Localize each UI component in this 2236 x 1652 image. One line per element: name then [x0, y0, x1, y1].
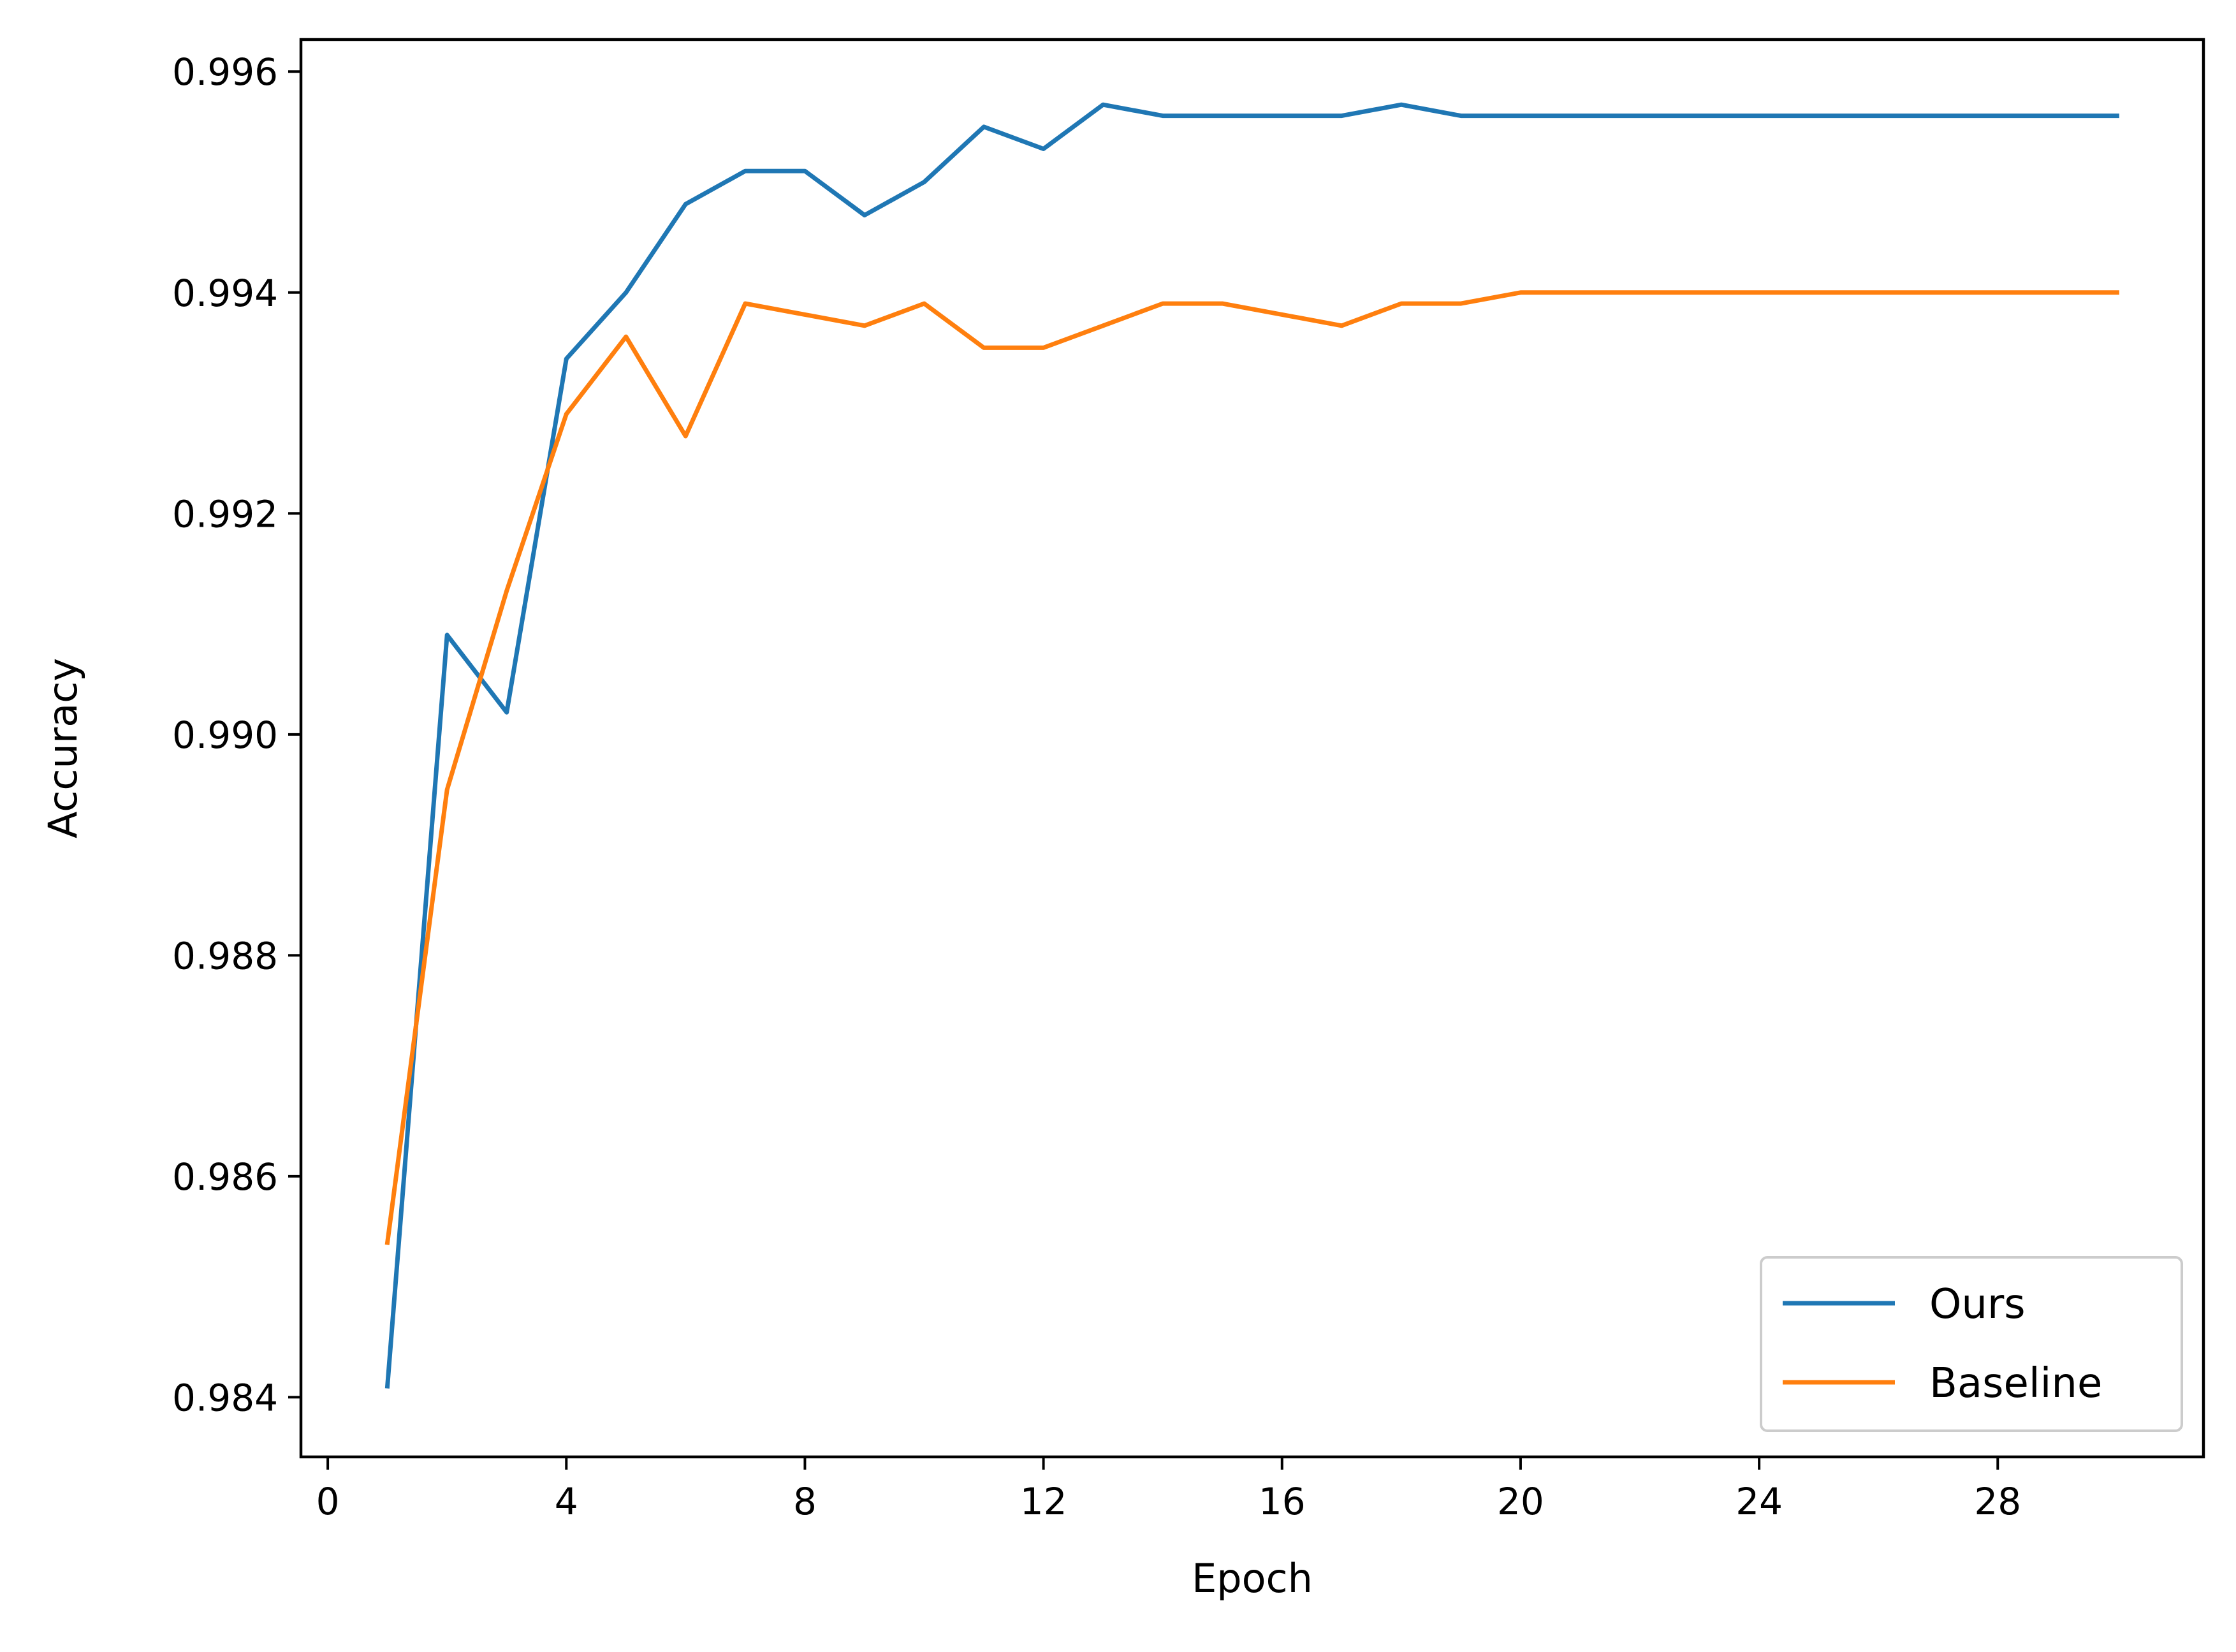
x-tick-label: 8: [793, 1480, 817, 1523]
legend-label-ours: Ours: [1929, 1281, 2026, 1328]
y-tick-label: 0.990: [172, 713, 278, 757]
y-tick-label: 0.992: [172, 492, 278, 536]
x-tick-label: 20: [1497, 1480, 1544, 1523]
x-tick-label: 12: [1020, 1480, 1067, 1523]
y-axis-label: Accuracy: [40, 658, 86, 838]
series-line-ours: [384, 102, 2119, 1389]
series-lines: [384, 102, 2119, 1389]
x-tick-label: 24: [1735, 1480, 1783, 1523]
y-tick-label: 0.994: [172, 272, 278, 315]
series-line-baseline: [384, 290, 2119, 1245]
x-tick-label: 0: [316, 1480, 340, 1523]
x-tick-label: 16: [1259, 1480, 1306, 1523]
y-axis: 0.984 0.986 0.988 0.990 0.992 0.994 0.996: [172, 50, 301, 1419]
y-tick-label: 0.984: [172, 1376, 278, 1419]
x-tick-label: 28: [1974, 1480, 2021, 1523]
y-tick-label: 0.996: [172, 50, 278, 94]
y-tick-label: 0.988: [172, 934, 278, 977]
legend: Ours Baseline: [1760, 1256, 2183, 1432]
x-tick-label: 4: [555, 1480, 578, 1523]
legend-box: [1760, 1256, 2183, 1432]
x-axis: 0 4 8 12 16 20 24 28: [316, 1457, 2021, 1523]
legend-label-baseline: Baseline: [1929, 1360, 2102, 1407]
y-tick-label: 0.986: [172, 1155, 278, 1199]
legend-items: Ours Baseline: [1783, 1281, 2102, 1407]
plot-frame: [299, 38, 2205, 1459]
x-axis-label: Epoch: [1192, 1555, 1313, 1602]
